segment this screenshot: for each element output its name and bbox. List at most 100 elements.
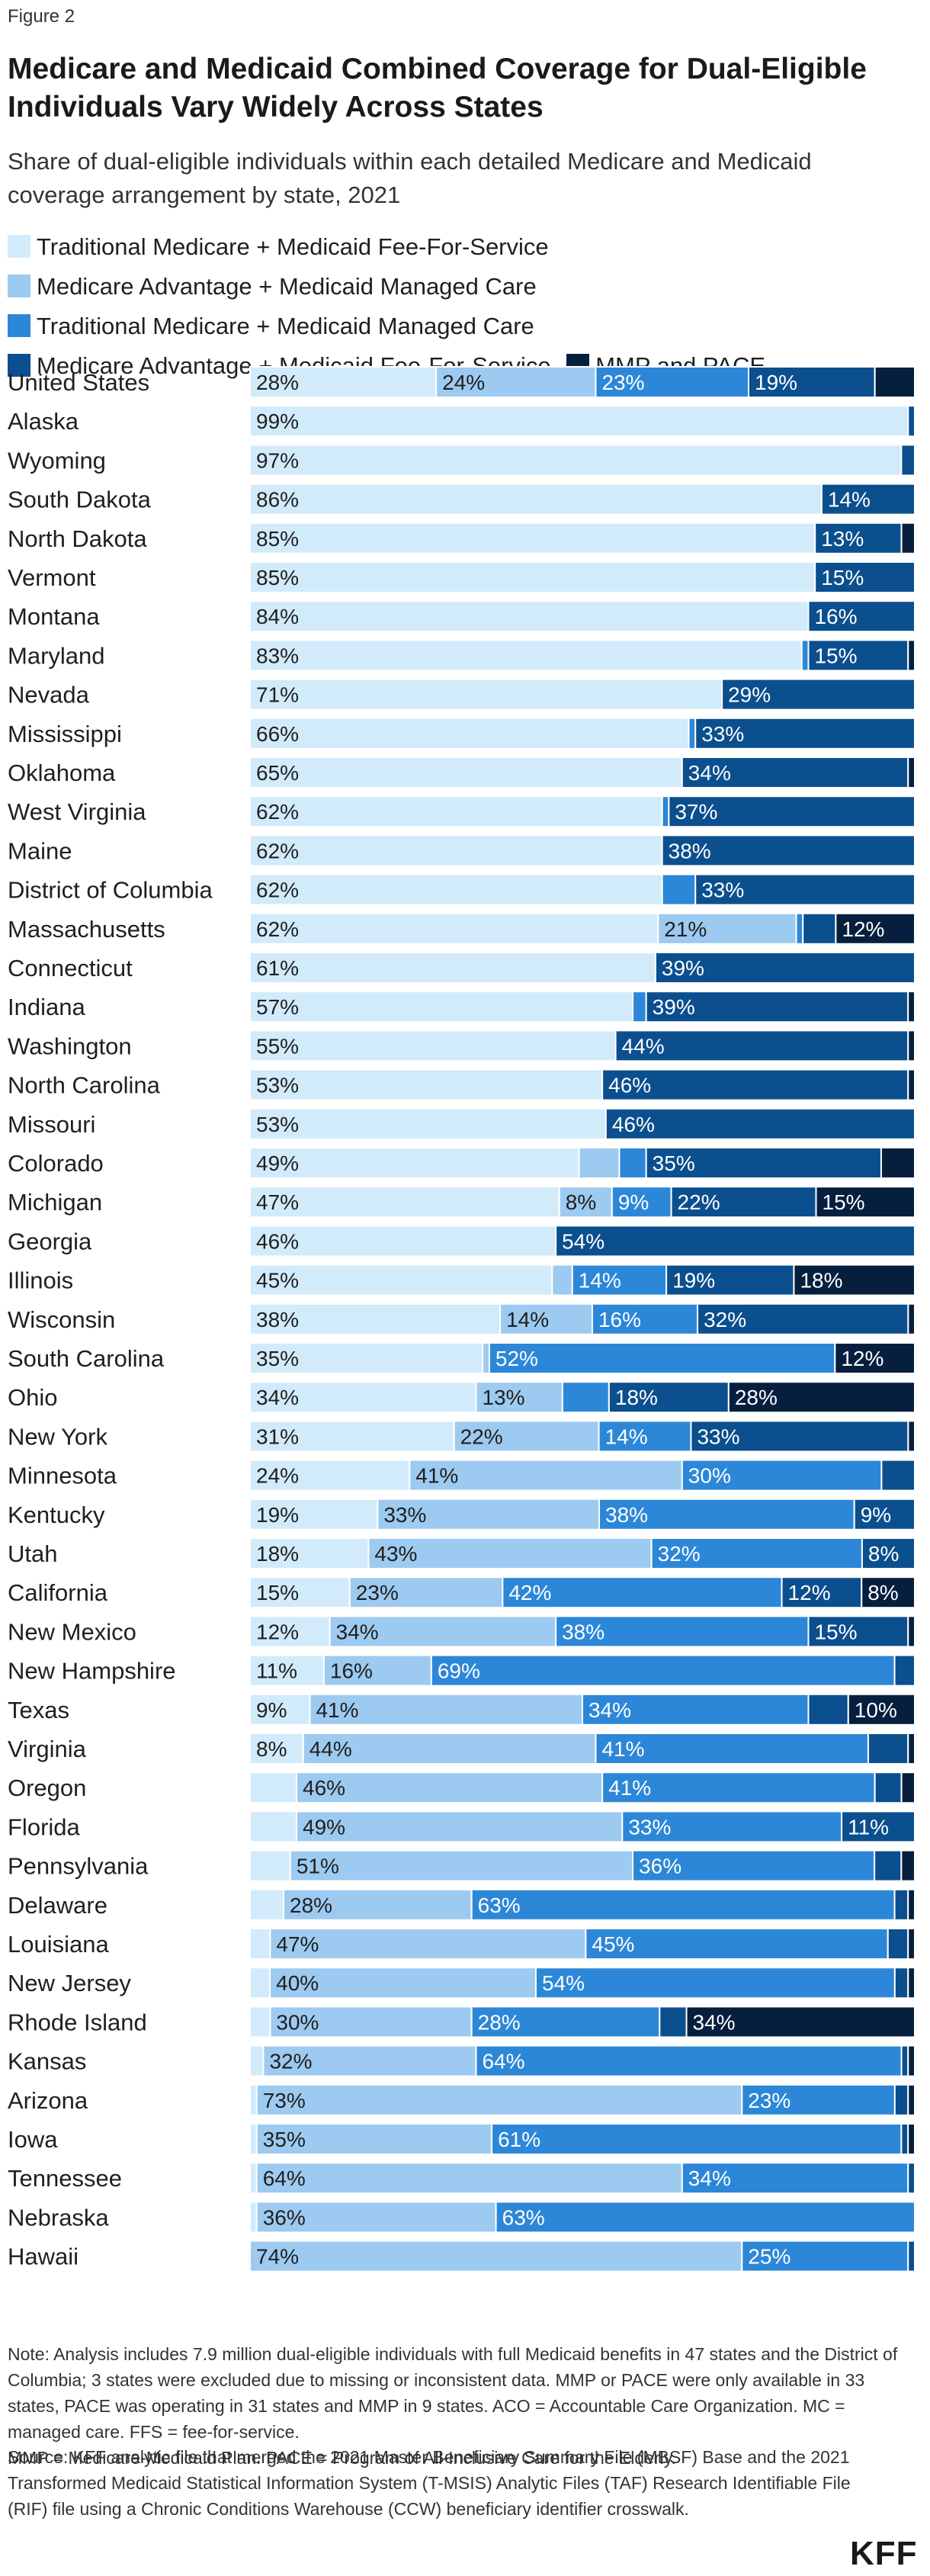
bar-segment[interactable]	[907, 2083, 916, 2116]
bar-segment[interactable]	[907, 1733, 916, 1765]
bar-segment[interactable]	[249, 1537, 370, 1569]
bar-segment[interactable]	[249, 717, 690, 750]
bar-segment[interactable]	[296, 1810, 624, 1843]
bar-segment[interactable]	[900, 2044, 909, 2077]
bar-segment[interactable]	[690, 1420, 909, 1453]
bar-segment[interactable]	[502, 1576, 783, 1609]
bar-segment[interactable]	[309, 1693, 583, 1726]
bar-segment[interactable]	[907, 1302, 916, 1335]
bar-segment[interactable]	[249, 1420, 455, 1453]
bar-segment[interactable]	[907, 1615, 916, 1648]
bar-segment[interactable]	[657, 912, 797, 945]
bar-segment[interactable]	[249, 561, 816, 593]
bar-segment[interactable]	[249, 405, 909, 438]
bar-segment[interactable]	[495, 2201, 916, 2234]
bar-segment[interactable]	[874, 1849, 903, 1882]
bar-segment[interactable]	[618, 1147, 647, 1179]
bar-segment[interactable]	[249, 600, 810, 633]
bar-segment[interactable]	[249, 1264, 553, 1296]
bar-segment[interactable]	[681, 756, 909, 789]
bar-segment[interactable]	[814, 561, 916, 593]
bar-segment[interactable]	[296, 1771, 604, 1804]
bar-segment[interactable]	[551, 1264, 573, 1296]
bar-segment[interactable]	[329, 1615, 557, 1648]
bar-segment[interactable]	[807, 1693, 849, 1726]
bar-segment[interactable]	[834, 1342, 916, 1374]
bar-segment[interactable]	[847, 1693, 916, 1726]
bar-segment[interactable]	[874, 1771, 903, 1804]
bar-segment[interactable]	[249, 991, 634, 1023]
bar-segment[interactable]	[727, 1381, 916, 1414]
bar-segment[interactable]	[249, 1771, 298, 1804]
bar-segment[interactable]	[632, 991, 647, 1023]
bar-segment[interactable]	[582, 1693, 810, 1726]
bar-segment[interactable]	[249, 1576, 351, 1609]
bar-segment[interactable]	[249, 522, 816, 554]
bar-segment[interactable]	[893, 1654, 916, 1687]
bar-segment[interactable]	[367, 1537, 653, 1569]
bar-segment[interactable]	[255, 2123, 493, 2155]
bar-segment[interactable]	[555, 1225, 916, 1257]
bar-segment[interactable]	[632, 1849, 876, 1882]
bar-segment[interactable]	[249, 483, 823, 516]
bar-segment[interactable]	[249, 1068, 604, 1101]
bar-segment[interactable]	[377, 1498, 601, 1531]
bar-segment[interactable]	[249, 2083, 258, 2116]
bar-segment[interactable]	[685, 2006, 916, 2038]
bar-segment[interactable]	[661, 795, 670, 828]
bar-segment[interactable]	[249, 1810, 298, 1843]
bar-segment[interactable]	[900, 2123, 909, 2155]
bar-segment[interactable]	[645, 1147, 882, 1179]
bar-segment[interactable]	[645, 991, 909, 1023]
bar-segment[interactable]	[249, 1029, 617, 1062]
bar-segment[interactable]	[907, 756, 916, 789]
bar-segment[interactable]	[598, 1498, 855, 1531]
legend-item-tm-ffs[interactable]: Traditional Medicare + Medicaid Fee-For-…	[8, 227, 549, 267]
bar-segment[interactable]	[475, 1381, 563, 1414]
bar-segment[interactable]	[814, 522, 903, 554]
bar-segment[interactable]	[900, 522, 916, 554]
bar-segment[interactable]	[601, 1771, 876, 1804]
bar-segment[interactable]	[604, 1107, 916, 1140]
bar-segment[interactable]	[249, 1186, 560, 1219]
bar-segment[interactable]	[793, 1264, 916, 1296]
bar-segment[interactable]	[499, 1302, 593, 1335]
bar-segment[interactable]	[249, 2006, 271, 2038]
bar-segment[interactable]	[835, 912, 916, 945]
bar-segment[interactable]	[697, 1302, 909, 1335]
bar-segment[interactable]	[907, 1068, 916, 1101]
bar-segment[interactable]	[249, 912, 659, 945]
bar-segment[interactable]	[601, 1068, 909, 1101]
bar-segment[interactable]	[741, 2240, 909, 2272]
bar-segment[interactable]	[482, 1342, 490, 1374]
bar-segment[interactable]	[900, 1771, 916, 1804]
bar-segment[interactable]	[893, 1888, 909, 1921]
bar-segment[interactable]	[249, 1147, 580, 1179]
bar-segment[interactable]	[475, 2044, 903, 2077]
bar-segment[interactable]	[661, 873, 697, 906]
bar-segment[interactable]	[621, 1810, 843, 1843]
bar-segment[interactable]	[491, 2123, 903, 2155]
bar-segment[interactable]	[409, 1459, 683, 1492]
bar-segment[interactable]	[880, 1459, 916, 1492]
bar-segment[interactable]	[694, 873, 916, 906]
bar-segment[interactable]	[893, 2083, 909, 2116]
bar-segment[interactable]	[721, 678, 916, 711]
legend-item-ma-mc[interactable]: Medicare Advantage + Medicaid Managed Ca…	[8, 267, 537, 307]
bar-segment[interactable]	[907, 2044, 916, 2077]
bar-segment[interactable]	[614, 1029, 909, 1062]
bar-segment[interactable]	[249, 873, 663, 906]
bar-segment[interactable]	[800, 639, 810, 672]
bar-segment[interactable]	[561, 1381, 610, 1414]
bar-segment[interactable]	[470, 2006, 661, 2038]
bar-segment[interactable]	[900, 444, 916, 477]
bar-segment[interactable]	[867, 1733, 909, 1765]
bar-segment[interactable]	[249, 1498, 379, 1531]
bar-segment[interactable]	[907, 405, 916, 438]
bar-segment[interactable]	[453, 1420, 600, 1453]
bar-segment[interactable]	[249, 1967, 271, 1999]
bar-segment[interactable]	[907, 991, 916, 1023]
bar-segment[interactable]	[887, 1928, 909, 1960]
bar-segment[interactable]	[802, 912, 837, 945]
bar-segment[interactable]	[820, 483, 916, 516]
